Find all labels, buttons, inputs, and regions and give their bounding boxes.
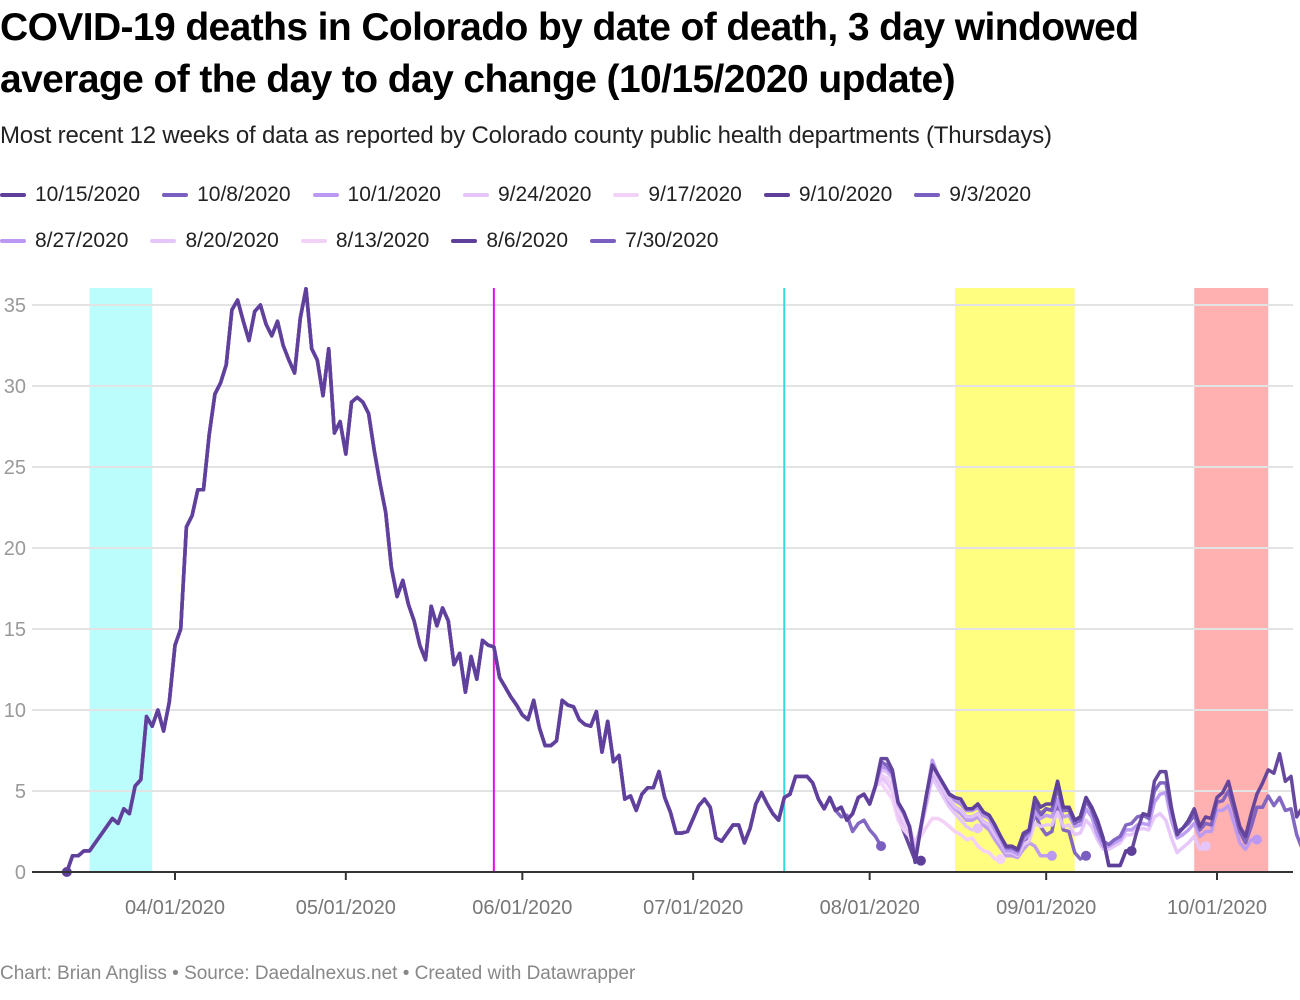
y-tick-label: 20 bbox=[4, 538, 26, 560]
chart-footer: Chart: Brian Angliss • Source: Daedalnex… bbox=[0, 963, 636, 984]
series-end-marker bbox=[995, 854, 1006, 865]
legend-item: 9/3/2020 bbox=[914, 183, 1031, 207]
legend-item: 9/10/2020 bbox=[763, 183, 893, 207]
legend-swatch bbox=[914, 193, 941, 197]
legend-label: 9/24/2020 bbox=[497, 183, 592, 206]
series-end-marker bbox=[1251, 834, 1262, 845]
series-end-marker bbox=[915, 855, 926, 866]
legend-swatch bbox=[590, 239, 617, 243]
legend-label: 10/8/2020 bbox=[197, 183, 291, 206]
series-line-8-27-2020 bbox=[65, 287, 1054, 874]
legend-item: 10/15/2020 bbox=[0, 183, 140, 207]
series-line-7-30-2020 bbox=[65, 287, 883, 874]
series-line-10-15-2020 bbox=[65, 287, 1300, 874]
legend-swatch bbox=[451, 239, 478, 243]
legend-label: 8/20/2020 bbox=[185, 229, 279, 252]
legend-item: 9/24/2020 bbox=[462, 183, 592, 207]
legend-label: 8/27/2020 bbox=[35, 229, 129, 252]
legend-label: 9/3/2020 bbox=[949, 183, 1032, 206]
legend-item: 8/13/2020 bbox=[300, 229, 430, 253]
legend-item: 10/1/2020 bbox=[312, 183, 441, 207]
x-tick-label: 10/01/2020 bbox=[1167, 897, 1267, 919]
legend-swatch bbox=[763, 193, 790, 197]
series-end-marker bbox=[1081, 850, 1092, 861]
legend-swatch bbox=[150, 239, 177, 243]
line-chart: 0 5 10 15 20 25 30 35 04/01/2020 05/01/2020 06/01/… bbox=[4, 287, 1300, 919]
series-end-marker bbox=[1200, 841, 1211, 852]
x-tick-label: 09/01/2020 bbox=[996, 897, 1096, 919]
legend-swatch bbox=[0, 193, 26, 197]
highlight-range bbox=[1194, 288, 1269, 872]
legend-swatch bbox=[312, 193, 339, 197]
highlight-range bbox=[89, 288, 153, 872]
legend-row: 10/15/2020 10/8/2020 10/1/2020 9/24/2020 9/1… bbox=[0, 178, 1053, 212]
y-tick-label: 15 bbox=[4, 619, 26, 641]
y-tick-label: 35 bbox=[4, 295, 26, 317]
x-tick-label: 07/01/2020 bbox=[643, 897, 743, 919]
series-line-10-8-2020 bbox=[65, 287, 1300, 874]
legend-label: 7/30/2020 bbox=[625, 229, 719, 252]
legend-label: 9/17/2020 bbox=[648, 183, 742, 206]
legend-swatch bbox=[613, 193, 640, 197]
legend-item: 9/17/2020 bbox=[613, 183, 742, 207]
legend-swatch bbox=[300, 239, 327, 243]
chart-subtitle: Most recent 12 weeks of data as reported… bbox=[0, 122, 1052, 149]
x-tick-label: 04/01/2020 bbox=[125, 897, 225, 919]
legend-label: 8/6/2020 bbox=[486, 229, 569, 252]
legend-swatch bbox=[462, 193, 489, 197]
series-line-9-17-2020 bbox=[65, 287, 1003, 874]
series-line-8-20-2020 bbox=[65, 287, 980, 874]
legend-label: 10/15/2020 bbox=[35, 183, 141, 206]
legend-row: 8/27/2020 8/20/2020 8/13/2020 8/6/2020 7/30/… bbox=[0, 224, 741, 258]
legend-item: 10/8/2020 bbox=[162, 183, 291, 207]
legend-swatch bbox=[162, 193, 189, 197]
x-tick-label: 08/01/2020 bbox=[820, 897, 920, 919]
series-end-marker bbox=[876, 841, 887, 852]
legend-label: 8/13/2020 bbox=[335, 229, 430, 252]
legend-item: 7/30/2020 bbox=[590, 229, 719, 253]
series-lines bbox=[61, 287, 1300, 877]
chart-title: COVID-19 deaths in Colorado by date of d… bbox=[0, 6, 1139, 101]
series-end-marker bbox=[1046, 850, 1057, 861]
y-tick-label: 30 bbox=[4, 376, 26, 398]
series-line-8-13-2020 bbox=[65, 287, 1003, 874]
x-tick-label: 05/01/2020 bbox=[296, 897, 396, 919]
legend-label: 10/1/2020 bbox=[347, 183, 441, 206]
y-tick-label: 10 bbox=[4, 700, 26, 722]
y-tick-label: 0 bbox=[15, 862, 26, 884]
legend-item: 8/20/2020 bbox=[150, 229, 279, 253]
legend-swatch bbox=[0, 239, 26, 243]
legend-label: 9/10/2020 bbox=[798, 183, 893, 206]
legend-item: 8/27/2020 bbox=[0, 229, 128, 253]
y-tick-label: 25 bbox=[4, 457, 26, 479]
series-line-9-3-2020 bbox=[65, 287, 1088, 874]
x-tick-label: 06/01/2020 bbox=[472, 897, 572, 919]
series-end-marker bbox=[972, 823, 983, 834]
y-tick-label: 5 bbox=[15, 781, 26, 803]
legend-item: 8/6/2020 bbox=[451, 229, 568, 253]
